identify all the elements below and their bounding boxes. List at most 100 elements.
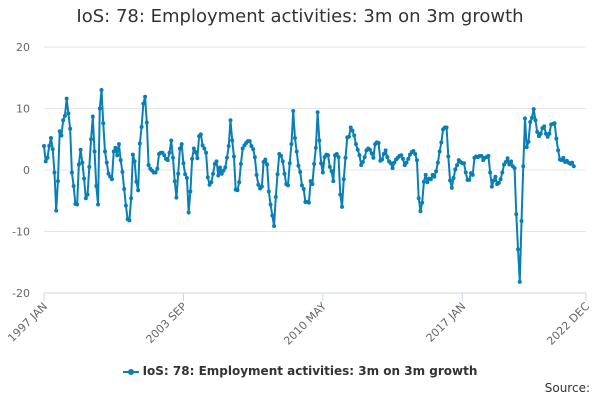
data-point[interactable] xyxy=(535,129,540,134)
data-point[interactable] xyxy=(146,163,151,168)
data-point[interactable] xyxy=(428,177,433,182)
data-point[interactable] xyxy=(423,172,428,177)
data-point[interactable] xyxy=(174,195,179,200)
data-point[interactable] xyxy=(531,107,536,112)
data-point[interactable] xyxy=(561,155,566,160)
data-point[interactable] xyxy=(45,155,50,160)
data-point[interactable] xyxy=(183,172,188,177)
data-point[interactable] xyxy=(359,163,364,168)
data-point[interactable] xyxy=(526,139,531,144)
data-point[interactable] xyxy=(388,161,393,166)
data-point[interactable] xyxy=(570,160,575,165)
data-point[interactable] xyxy=(299,183,304,188)
data-point[interactable] xyxy=(294,149,299,154)
data-point[interactable] xyxy=(127,218,132,223)
data-point[interactable] xyxy=(313,145,318,150)
data-point[interactable] xyxy=(543,131,548,136)
data-point[interactable] xyxy=(528,120,533,125)
data-point[interactable] xyxy=(446,154,451,159)
data-point[interactable] xyxy=(48,136,53,141)
data-point[interactable] xyxy=(57,129,62,134)
data-point[interactable] xyxy=(172,179,177,184)
data-point[interactable] xyxy=(99,88,104,93)
data-point[interactable] xyxy=(226,144,231,149)
data-point[interactable] xyxy=(470,172,475,177)
data-point[interactable] xyxy=(355,147,360,152)
data-point[interactable] xyxy=(449,185,454,190)
data-point[interactable] xyxy=(381,152,386,157)
data-point[interactable] xyxy=(191,146,196,151)
data-point[interactable] xyxy=(479,153,484,158)
data-point[interactable] xyxy=(123,203,128,208)
data-point[interactable] xyxy=(455,163,460,168)
data-point[interactable] xyxy=(249,144,254,149)
data-point[interactable] xyxy=(404,160,409,165)
data-point[interactable] xyxy=(439,140,444,145)
data-point[interactable] xyxy=(272,223,277,228)
data-point[interactable] xyxy=(162,153,167,158)
data-point[interactable] xyxy=(414,158,419,163)
data-point[interactable] xyxy=(401,156,406,161)
data-point[interactable] xyxy=(350,128,355,133)
data-point[interactable] xyxy=(230,138,235,143)
data-point[interactable] xyxy=(448,178,453,183)
data-point[interactable] xyxy=(240,146,245,151)
data-point[interactable] xyxy=(312,161,317,166)
data-point[interactable] xyxy=(554,136,559,141)
data-point[interactable] xyxy=(251,147,256,152)
data-point[interactable] xyxy=(524,145,529,150)
data-point[interactable] xyxy=(411,148,416,153)
data-point[interactable] xyxy=(296,163,301,168)
data-point[interactable] xyxy=(219,171,224,176)
data-point[interactable] xyxy=(340,204,345,209)
data-point[interactable] xyxy=(279,153,284,158)
data-point[interactable] xyxy=(106,171,111,176)
data-point[interactable] xyxy=(132,159,137,164)
data-point[interactable] xyxy=(137,141,142,146)
data-point[interactable] xyxy=(89,137,94,142)
data-point[interactable] xyxy=(434,169,439,174)
data-point[interactable] xyxy=(141,101,146,106)
data-point[interactable] xyxy=(129,196,134,201)
data-point[interactable] xyxy=(523,116,527,121)
data-point[interactable] xyxy=(61,118,66,123)
data-point[interactable] xyxy=(47,144,52,149)
data-point[interactable] xyxy=(83,196,88,201)
data-point[interactable] xyxy=(357,153,362,158)
data-point[interactable] xyxy=(59,133,64,138)
data-point[interactable] xyxy=(252,155,257,160)
data-point[interactable] xyxy=(308,179,313,184)
data-point[interactable] xyxy=(444,125,449,130)
data-point[interactable] xyxy=(338,192,343,197)
legend[interactable]: IoS: 78: Employment activities: 3m on 3m… xyxy=(0,364,600,378)
data-point[interactable] xyxy=(521,164,526,169)
data-point[interactable] xyxy=(334,152,339,157)
data-point[interactable] xyxy=(165,158,170,163)
data-point[interactable] xyxy=(376,140,381,145)
data-point[interactable] xyxy=(115,153,120,158)
data-point[interactable] xyxy=(289,142,294,147)
data-point[interactable] xyxy=(453,167,458,172)
data-point[interactable] xyxy=(399,153,404,158)
data-point[interactable] xyxy=(80,160,85,165)
data-point[interactable] xyxy=(42,144,46,149)
data-point[interactable] xyxy=(310,182,315,187)
data-point[interactable] xyxy=(101,121,106,126)
data-point[interactable] xyxy=(503,160,508,164)
data-point[interactable] xyxy=(336,155,341,160)
data-point[interactable] xyxy=(69,170,74,175)
data-point[interactable] xyxy=(188,189,193,194)
data-point[interactable] xyxy=(380,157,385,162)
data-point[interactable] xyxy=(435,160,440,165)
data-point[interactable] xyxy=(82,176,87,181)
data-point[interactable] xyxy=(205,175,210,180)
data-point[interactable] xyxy=(326,153,331,158)
data-point[interactable] xyxy=(343,155,348,160)
data-point[interactable] xyxy=(496,180,501,185)
data-point[interactable] xyxy=(421,179,426,184)
data-point[interactable] xyxy=(533,118,538,123)
data-point[interactable] xyxy=(517,279,522,284)
data-point[interactable] xyxy=(223,165,228,170)
data-point[interactable] xyxy=(392,160,397,165)
data-point[interactable] xyxy=(231,154,236,159)
